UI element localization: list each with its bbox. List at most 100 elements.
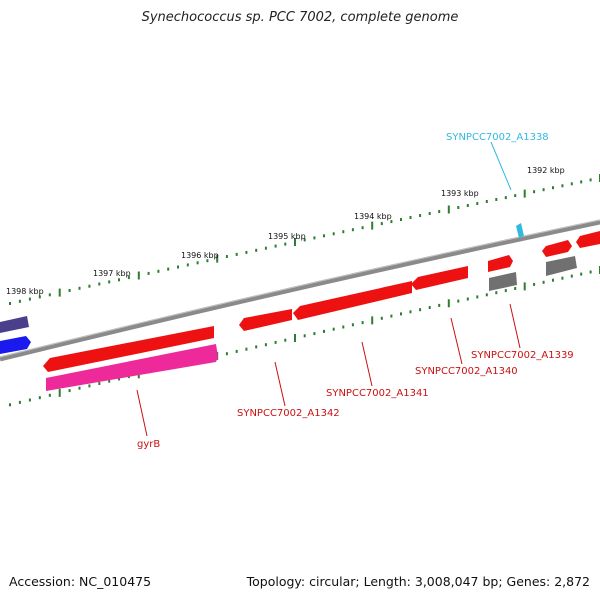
gene-label[interactable]: SYNPCC7002_A1340 [415,366,518,377]
minor-tick [108,379,111,383]
gene-arrow-icon[interactable] [46,344,218,391]
minor-tick [127,276,130,280]
gene-label[interactable]: SYNPCC7002_A1341 [326,388,429,399]
minor-tick [255,345,258,349]
gene-arrow-icon[interactable] [546,256,577,276]
map-title: Synechococcus sp. PCC 7002, complete gen… [141,10,459,25]
tick-label: 1397 kbp [93,269,131,278]
gene-labels: SYNPCC7002_A1338 SYNPCC7002_A1339 SYNPCC… [137,132,574,450]
minor-tick [48,393,51,397]
minor-tick [78,286,81,290]
minor-tick [28,297,31,301]
minor-tick [570,182,573,186]
minor-tick [245,250,248,254]
gene-label[interactable]: SYNPCC7002_A1338 [446,132,549,143]
tick-label: 1398 kbp [6,287,44,296]
tick-label: 1394 kbp [354,212,392,221]
major-tick [447,205,450,214]
outer-tick-ring [9,174,600,305]
minor-tick [438,210,441,213]
minor-tick [552,278,554,282]
gene-arrow-icon[interactable] [542,240,572,257]
gene-arrow-icon[interactable] [0,316,29,333]
minor-tick [400,312,402,316]
gene-arrow-icon[interactable] [43,326,214,372]
gene-label[interactable]: SYNPCC7002_A1342 [237,408,340,419]
minor-tick [580,180,583,184]
gene-arrow-icon[interactable] [293,281,412,320]
minor-tick [457,206,460,209]
minor-tick [351,228,354,232]
minor-tick [419,214,422,217]
minor-tick [98,282,101,286]
minor-tick [589,178,592,182]
minor-tick [466,297,469,301]
minor-tick [476,295,479,299]
minor-tick [313,236,316,240]
major-tick [58,388,61,397]
minor-tick [206,259,209,263]
minor-tick [552,186,554,190]
minor-tick [504,196,507,200]
minor-tick [380,222,383,226]
tick-labels: 1398 kbp 1397 kbp 1396 kbp 1395 kbp 1394… [6,166,565,296]
minor-tick [274,244,277,248]
tick-label: 1392 kbp [527,166,565,175]
minor-tick [88,284,91,288]
major-tick [294,238,296,246]
label-leader-lines [136,141,521,437]
gene-arrow-icon[interactable] [488,255,513,272]
minor-tick [225,255,228,258]
tick-label: 1393 kbp [441,189,479,198]
major-tick [447,299,450,308]
gene-arrow-icon[interactable] [411,266,468,290]
minor-tick [98,382,101,385]
minor-tick [9,403,11,407]
minor-tick [303,334,306,338]
minor-tick [323,234,325,238]
minor-tick [284,338,287,342]
minor-tick [580,272,583,276]
genome-backbone-highlight [0,219,600,358]
minor-tick [147,271,150,275]
minor-tick [108,280,111,284]
minor-tick [18,400,21,404]
tick-label: 1395 kbp [268,232,306,241]
minor-tick [380,316,383,320]
minor-tick [361,226,364,230]
minor-tick [274,340,277,344]
minor-tick [48,293,51,297]
major-tick [137,271,140,280]
major-tick [523,189,526,198]
gene-label[interactable]: gyrB [137,439,160,450]
gene-arrow-icon[interactable] [576,231,600,248]
gene-arrow-icon[interactable] [0,336,31,354]
gene-arrow-icon[interactable] [239,309,292,331]
minor-tick [495,198,498,201]
minor-tick [88,384,91,388]
gene-arrow-icon[interactable] [489,272,517,291]
minor-tick [118,278,120,282]
minor-tick [514,287,517,290]
minor-tick [332,232,335,236]
major-tick [216,254,219,263]
major-tick [523,282,526,291]
minor-tick [438,303,441,307]
minor-tick [589,270,592,274]
minor-tick [361,321,364,325]
minor-tick [428,212,431,215]
minor-tick [495,291,498,295]
minor-tick [419,308,422,312]
minor-tick [570,274,573,278]
minor-tick [38,396,41,400]
minor-tick [284,242,287,246]
minor-tick [118,377,120,381]
small-arrow-icon[interactable] [516,223,524,238]
gene-label[interactable]: SYNPCC7002_A1339 [471,350,574,361]
minor-tick [28,398,31,402]
minor-tick [177,265,179,269]
tick-label: 1396 kbp [181,251,219,260]
minor-tick [68,289,71,292]
minor-tick [409,216,412,219]
